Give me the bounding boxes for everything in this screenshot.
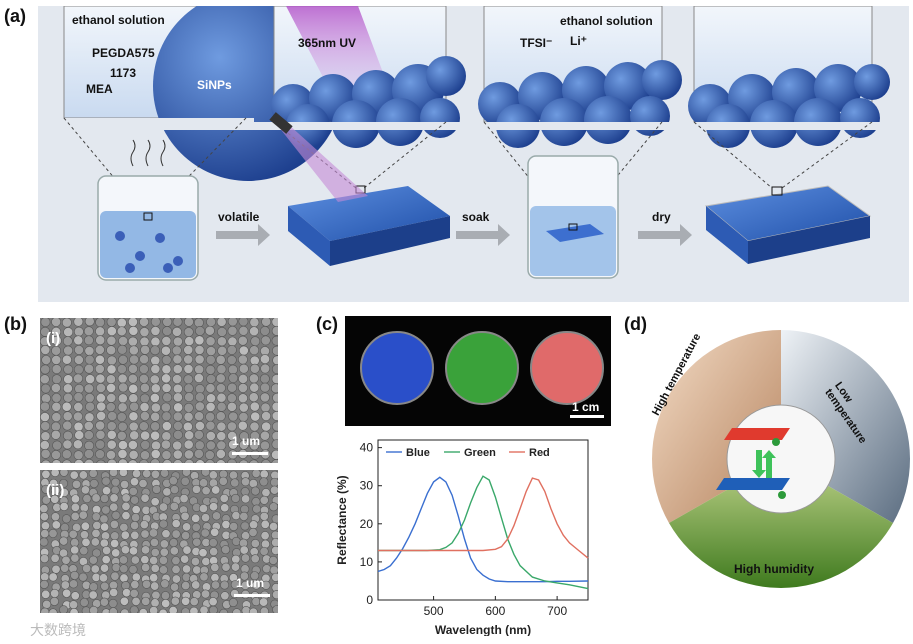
series-line-green <box>378 475 589 590</box>
film-slab-1 <box>269 112 450 266</box>
red-disc <box>530 331 604 405</box>
y-tick-label: 10 <box>360 555 374 569</box>
arrow-label-soak: soak <box>462 210 490 224</box>
inset-1-title: ethanol solution <box>72 13 165 27</box>
environment-wheel <box>652 330 910 588</box>
panel-a-schematic <box>38 0 909 281</box>
panel-label-b: (b) <box>4 314 27 334</box>
y-axis-label: Reflectance (%) <box>335 475 349 564</box>
inset-1-label-1173: 1173 <box>110 66 137 80</box>
blue-film-icon <box>716 478 790 490</box>
inset-1-label-sinps: SiNPs <box>197 78 232 92</box>
film-slab-2 <box>704 185 872 264</box>
x-tick-label: 500 <box>424 604 444 618</box>
sem-sublabel-ii: (ii) <box>46 482 65 499</box>
sem-image-ii <box>40 470 278 613</box>
arrow-label-volatile: volatile <box>218 210 260 224</box>
sem-scale-label-ii: 1 um <box>236 576 265 590</box>
blue-disc <box>360 331 434 405</box>
panel-label-c: (c) <box>316 314 338 334</box>
green-disc <box>445 331 519 405</box>
legend-label-blue: Blue <box>406 447 430 459</box>
inset-1-label-pegda: PEGDA575 <box>92 46 155 60</box>
inset-1-label-mea: MEA <box>86 82 113 96</box>
sector-high-humidity <box>669 459 893 588</box>
watermark: 大数跨境 <box>30 622 86 638</box>
photo-scale-bar <box>570 415 604 418</box>
colored-discs-photo <box>345 316 611 426</box>
reflectance-chart: 500 600 700 0 10 20 30 40 Wavelength (nm) Reflect… <box>335 439 589 636</box>
panel-a-background <box>38 0 909 302</box>
sem-scale-bar-i <box>232 452 268 455</box>
label-high-humidity: High humidity <box>734 562 814 576</box>
x-tick-label: 600 <box>485 604 505 618</box>
red-film-icon <box>724 428 790 440</box>
panel-label-a: (a) <box>4 6 26 26</box>
beaker-1 <box>97 139 199 281</box>
photo-scale-label: 1 cm <box>572 400 600 414</box>
y-tick-label: 0 <box>366 593 373 607</box>
panel-label-d: (d) <box>624 314 647 334</box>
sem-image-i <box>40 318 278 463</box>
switch-arrows-icon <box>752 450 776 478</box>
inset-2-label-uv: 365nm UV <box>298 36 357 50</box>
inset-3-label-tfsi: TFSI⁻ <box>520 36 553 50</box>
sem-sublabel-i: (i) <box>46 330 61 347</box>
plot-frame <box>377 439 589 601</box>
inset-3-title: ethanol solution <box>560 14 653 28</box>
legend-label-green: Green <box>464 447 496 459</box>
y-tick-label: 20 <box>360 517 374 531</box>
x-axis-label: Wavelength (nm) <box>435 623 531 636</box>
inset-3-label-li: Li⁺ <box>570 34 587 48</box>
legend-label-red: Red <box>529 447 550 459</box>
sem-scale-bar-ii <box>234 594 270 597</box>
series-line-blue <box>377 476 589 583</box>
beaker-2 <box>527 155 619 279</box>
x-tick-label: 700 <box>547 604 567 618</box>
y-tick-label: 30 <box>360 479 374 493</box>
series-line-red <box>378 477 589 559</box>
arrow-label-dry: dry <box>652 210 671 224</box>
y-tick-label: 40 <box>360 441 374 455</box>
sem-scale-label-i: 1 um <box>232 434 261 448</box>
